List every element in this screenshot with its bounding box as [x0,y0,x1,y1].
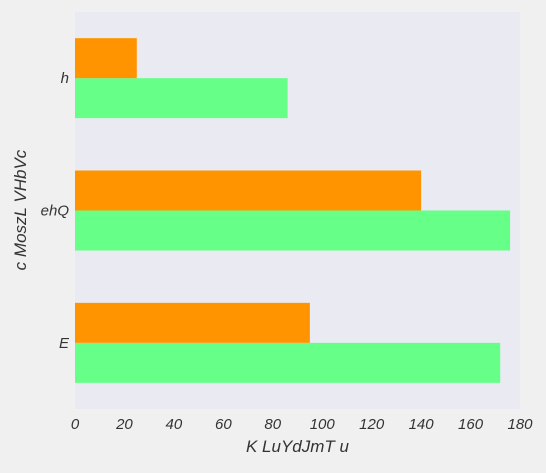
bar-series-2-ehQ [75,170,422,211]
y-tick-label: h [61,70,69,87]
x-tick-label: 100 [310,416,336,433]
x-tick-label: 80 [264,416,281,433]
bar-series-2-E [75,302,310,343]
x-tick-label: 160 [458,416,484,433]
x-tick-label: 0 [71,416,80,433]
x-tick-label: 60 [215,416,232,433]
x-tick-label: 140 [409,416,435,433]
x-axis-title: K LuYdJmT u [246,437,350,456]
y-tick-label: E [59,335,70,352]
y-tick-label: ehQ [41,203,70,220]
x-tick-label: 120 [359,416,385,433]
bars-group [75,38,511,383]
bar-series-1-h [75,78,288,119]
y-axis-title: c MoszL VHbVc [11,149,30,270]
x-tick-label: 40 [166,416,183,433]
bar-series-2-h [75,38,137,79]
x-tick-labels: 0 20 40 60 80 100 120 140 160 180 [71,416,533,433]
x-tick-label: 180 [507,416,533,433]
bar-series-1-E [75,342,501,383]
bar-series-1-ehQ [75,210,511,251]
x-tick-label: 20 [115,416,133,433]
